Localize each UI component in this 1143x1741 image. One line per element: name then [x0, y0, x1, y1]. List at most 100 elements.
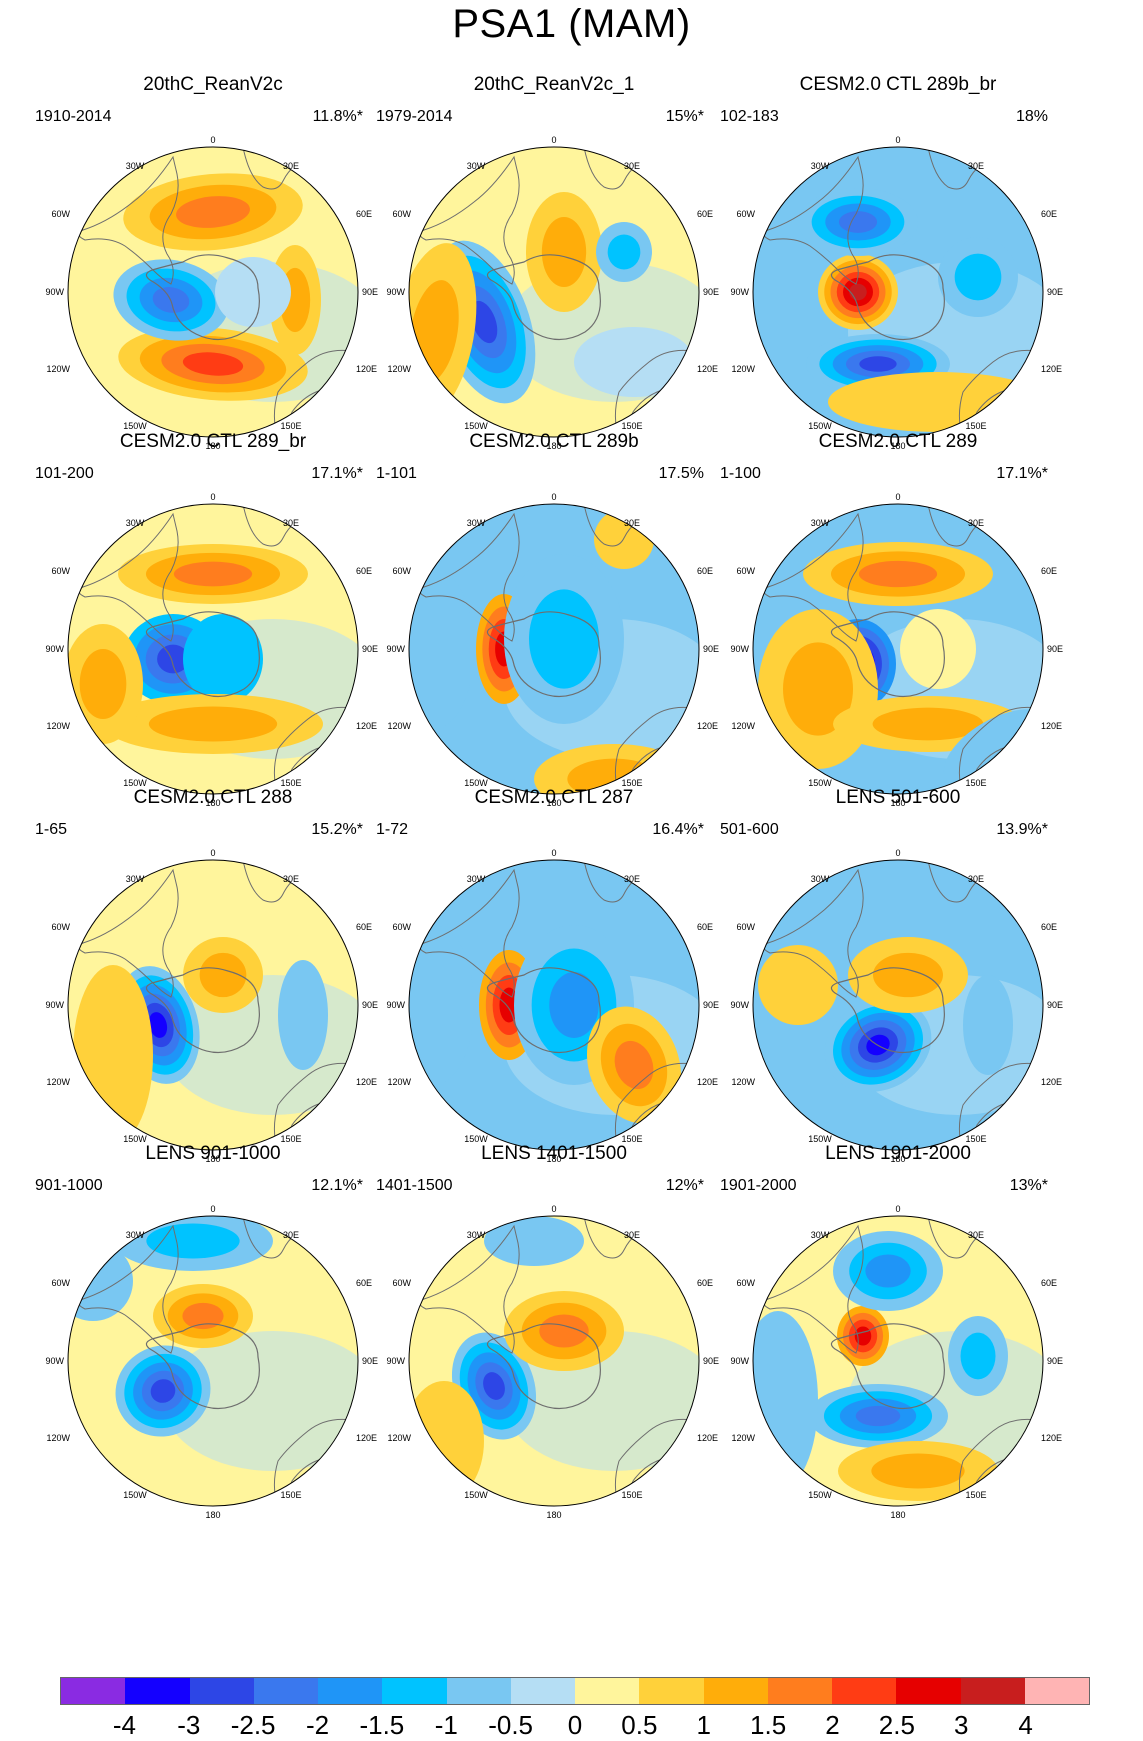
longitude-tick-label: 60W	[392, 922, 411, 932]
colorbar-label: -1	[434, 1710, 458, 1740]
panel-year-range: 1-100	[720, 465, 761, 482]
longitude-tick-label: 180	[205, 1510, 220, 1520]
longitude-tick-label: 120E	[356, 721, 377, 731]
longitude-tick-label: 120W	[387, 1433, 411, 1443]
colorbar-label: -3	[177, 1710, 201, 1740]
anomaly-contour	[176, 196, 250, 228]
longitude-tick-label: 60E	[697, 1278, 713, 1288]
colorbar-label: -2.5	[230, 1710, 276, 1740]
anomaly-contour	[828, 372, 1043, 432]
panel-explained-variance: 12.1%*	[311, 1177, 363, 1194]
longitude-tick-label: 150W	[808, 778, 832, 788]
antarctica-coastline	[486, 611, 601, 698]
longitude-tick-label: 180	[890, 441, 905, 451]
longitude-tick-label: 120W	[731, 364, 755, 374]
polar-map: 0 180 30W 30E 60W 60E 90W 90E 120W 120E 150W 150E	[386, 492, 719, 808]
anomaly-contour	[278, 960, 328, 1070]
south-america-coastline	[419, 155, 520, 285]
longitude-tick-label: 90E	[703, 1000, 719, 1010]
longitude-tick-label: 120E	[697, 364, 718, 374]
colorbar-swatch	[703, 1678, 768, 1704]
longitude-tick-label: 120E	[356, 364, 377, 374]
south-america-coastline	[78, 155, 179, 285]
anomaly-contour	[838, 211, 878, 233]
longitude-tick-label: 0	[210, 492, 215, 502]
longitude-tick-label: 120W	[387, 364, 411, 374]
panel-year-range: 501-600	[720, 821, 779, 838]
longitude-tick-label: 90E	[703, 287, 719, 297]
anomaly-contour	[859, 356, 897, 372]
south-america-coastline	[763, 868, 864, 998]
longitude-tick-label: 120W	[46, 1433, 70, 1443]
antarctica-coastline	[830, 967, 945, 1054]
longitude-tick-label: 0	[895, 135, 900, 145]
map-panel: 20thC_ReanV2c_1 1979-2014 15%* 0 180 30W 30E 60…	[374, 74, 734, 474]
anomaly-contour	[148, 1012, 168, 1038]
longitude-tick-label: 90W	[386, 1356, 405, 1366]
figure-title: PSA1 (MAM)	[452, 2, 691, 46]
longitude-tick-label: 90E	[1047, 1356, 1063, 1366]
anomaly-contour	[574, 327, 694, 397]
longitude-tick-label: 180	[546, 798, 561, 808]
longitude-tick-label: 120E	[1041, 364, 1062, 374]
colorbar-label: 2	[825, 1710, 840, 1740]
colorbar-labels: -4 -3 -2.5 -2 -1.5 -1 -0.5 0 0.5 1 1.5 2 2.5 3 4	[60, 1710, 1090, 1740]
longitude-tick-label: 60E	[697, 209, 713, 219]
longitude-tick-label: 60W	[51, 566, 70, 576]
colorbar-label: 0	[567, 1710, 583, 1740]
anomaly-contour	[854, 1326, 872, 1346]
antarctica-coastline	[145, 967, 260, 1054]
longitude-tick-label: 90E	[703, 1356, 719, 1366]
map-border	[752, 859, 1044, 1151]
longitude-tick-label: 30E	[968, 874, 984, 884]
longitude-tick-label: 90W	[730, 1000, 749, 1010]
longitude-tick-label: 30E	[968, 1230, 984, 1240]
south-america-coastline	[763, 1224, 864, 1354]
anomaly-band	[163, 1331, 358, 1471]
longitude-tick-label: 150E	[280, 778, 301, 788]
map-border	[752, 503, 1044, 795]
panel-title: CESM2.0 CTL 289	[818, 431, 978, 452]
panel-year-range: 1-101	[376, 465, 417, 482]
longitude-tick-label: 30E	[283, 874, 299, 884]
longitude-tick-label: 180	[890, 1154, 905, 1164]
longitude-tick-label: 90E	[703, 644, 719, 654]
colorbar-swatch	[61, 1678, 126, 1704]
map-border	[752, 1215, 1044, 1507]
anomaly-contour	[409, 925, 474, 1085]
map-border	[67, 503, 359, 795]
south-america-coastline	[763, 512, 864, 642]
longitude-tick-label: 30E	[968, 161, 984, 171]
panel-title: CESM2.0 CTL 288	[133, 787, 293, 808]
anomaly-contour	[484, 1216, 584, 1266]
longitude-tick-label: 90W	[730, 644, 749, 654]
map-border	[67, 859, 359, 1151]
longitude-tick-label: 90W	[45, 1000, 64, 1010]
south-america-coastline	[763, 155, 864, 285]
longitude-tick-label: 0	[551, 1204, 556, 1214]
longitude-tick-label: 60E	[697, 922, 713, 932]
panel-title: LENS 901-1000	[145, 1143, 281, 1164]
panel-title: CESM2.0 CTL 289b_br	[799, 74, 997, 95]
longitude-tick-label: 120W	[731, 1433, 755, 1443]
anomaly-contour	[871, 1453, 965, 1489]
longitude-tick-label: 60W	[51, 209, 70, 219]
panel-title: 20thC_ReanV2c	[143, 74, 283, 95]
longitude-tick-label: 90E	[1047, 644, 1063, 654]
longitude-tick-label: 60W	[392, 209, 411, 219]
longitude-tick-label: 0	[895, 848, 900, 858]
polar-map: 0 180 30W 30E 60W 60E 90W 90E 120W 120E 150W 150E	[386, 848, 719, 1164]
anomaly-contour	[150, 1379, 176, 1403]
panel-title: CESM2.0 CTL 289_br	[119, 431, 307, 452]
antarctica-coastline	[830, 1323, 945, 1410]
longitude-tick-label: 30E	[624, 874, 640, 884]
longitude-tick-label: 30W	[126, 1230, 145, 1240]
anomaly-contour	[215, 257, 291, 327]
longitude-tick-label: 120W	[387, 721, 411, 731]
colorbar-swatch	[832, 1678, 897, 1704]
antarctica-coastline	[145, 1323, 260, 1410]
anomaly-contour	[173, 561, 253, 587]
longitude-tick-label: 90W	[45, 1356, 64, 1366]
colorbar	[60, 1677, 1090, 1705]
anomaly-contour	[900, 609, 976, 689]
